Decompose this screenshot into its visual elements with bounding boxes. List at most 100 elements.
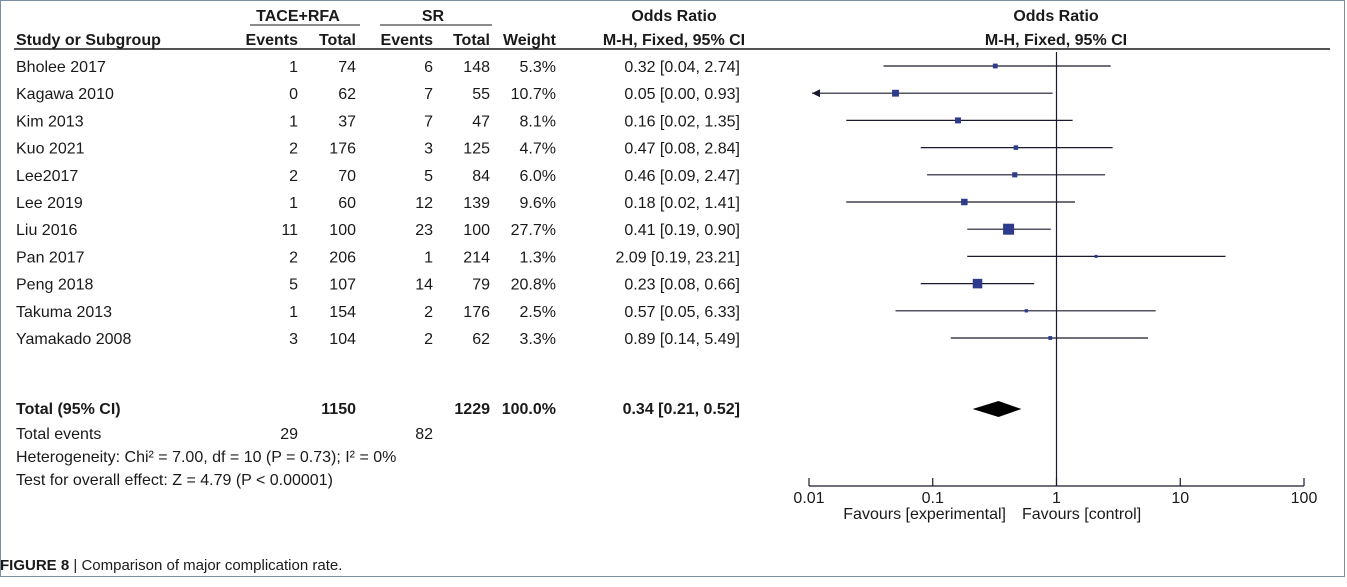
total2-cell: 214 <box>463 249 490 266</box>
study-name: Lee 2019 <box>16 195 83 212</box>
events2-cell: 7 <box>424 86 433 103</box>
events2-cell: 12 <box>415 195 433 212</box>
favours-experimental-label: Favours [experimental] <box>843 506 1006 523</box>
or-ci-cell: 0.46 [0.09, 2.47] <box>624 168 740 185</box>
total1-cell: 37 <box>338 113 356 130</box>
figure-caption: FIGURE 8 | Comparison of major complicat… <box>0 557 342 574</box>
total2-cell: 47 <box>472 113 490 130</box>
events2-cell: 7 <box>424 113 433 130</box>
events2-cell: 5 <box>424 168 433 185</box>
col-study-header: Study or Subgroup <box>16 32 161 49</box>
caption-text: Comparison of major complication rate. <box>81 557 343 574</box>
total-events2: 82 <box>415 426 433 443</box>
total-events1: 29 <box>280 426 298 443</box>
total-label: Total (95% CI) <box>16 401 121 418</box>
weight-cell: 5.3% <box>520 59 556 76</box>
or-ci-cell: 0.32 [0.04, 2.74] <box>624 59 740 76</box>
total2-cell: 62 <box>472 331 490 348</box>
pooled-diamond <box>972 401 1022 417</box>
study-name: Kagawa 2010 <box>16 86 114 103</box>
total2-value: 1229 <box>454 401 490 418</box>
events2-cell: 14 <box>415 277 433 294</box>
tick-label: 100 <box>1291 490 1318 507</box>
weight-cell: 1.3% <box>520 249 556 266</box>
col-total2-header: Total <box>453 32 490 49</box>
total2-cell: 100 <box>463 222 490 239</box>
or-method-header: M-H, Fixed, 95% CI <box>603 32 745 49</box>
total2-cell: 125 <box>463 141 490 158</box>
events1-cell: 0 <box>289 86 298 103</box>
tick-label: 0.1 <box>922 490 944 507</box>
point-estimate <box>1013 145 1019 150</box>
point-estimate <box>1048 336 1053 340</box>
or-ci-cell: 0.41 [0.19, 0.90] <box>624 222 740 239</box>
events1-cell: 3 <box>289 331 298 348</box>
total1-cell: 107 <box>329 277 356 294</box>
total2-cell: 148 <box>463 59 490 76</box>
total1-cell: 62 <box>338 86 356 103</box>
heterogeneity-text: Heterogeneity: Chi² = 7.00, df = 10 (P =… <box>16 449 396 466</box>
total2-cell: 79 <box>472 277 490 294</box>
or-header: Odds Ratio <box>631 8 717 25</box>
weight-cell: 2.5% <box>520 304 556 321</box>
tick-label: 1 <box>1052 490 1061 507</box>
or-ci-cell: 2.09 [0.19, 23.21] <box>615 249 740 266</box>
x-axis: 0.01 0.1 1 10 100 <box>793 478 1317 507</box>
or-ci-cell: 0.57 [0.05, 6.33] <box>624 304 740 321</box>
weight-cell: 8.1% <box>520 113 556 130</box>
weight-cell: 10.7% <box>511 86 556 103</box>
weight-cell: 6.0% <box>520 168 556 185</box>
events1-cell: 1 <box>289 113 298 130</box>
events1-cell: 1 <box>289 304 298 321</box>
overall-effect-text: Test for overall effect: Z = 4.79 (P < 0… <box>16 472 333 489</box>
weight-cell: 27.7% <box>511 222 556 239</box>
point-estimate <box>1012 172 1018 178</box>
caption-label: FIGURE 8 <box>0 557 70 574</box>
col-weight-header: Weight <box>503 32 557 49</box>
plot-title: Odds Ratio <box>1013 8 1099 25</box>
weight-cell: 3.3% <box>520 331 556 348</box>
col-events1-header: Events <box>246 32 299 49</box>
tick-label: 10 <box>1171 490 1189 507</box>
events1-cell: 1 <box>289 59 298 76</box>
events1-cell: 2 <box>289 141 298 158</box>
forest-marks <box>812 52 1226 486</box>
weight-cell: 4.7% <box>520 141 556 158</box>
forest-plot: TACE+RFA SR Odds Ratio Odds Ratio Study … <box>14 8 1330 523</box>
group1-header: TACE+RFA <box>256 8 340 25</box>
events2-cell: 2 <box>424 331 433 348</box>
study-rows: Bholee 2017 1 74 6 148 5.3% 0.32 [0.04, 2.74] K… <box>16 59 740 348</box>
study-name: Pan 2017 <box>16 249 85 266</box>
col-events2-header: Events <box>381 32 434 49</box>
total1-cell: 60 <box>338 195 356 212</box>
events1-cell: 11 <box>281 222 298 239</box>
col-total1-header: Total <box>319 32 356 49</box>
point-estimate <box>961 198 968 206</box>
events2-cell: 23 <box>415 222 433 239</box>
study-name: Liu 2016 <box>16 222 77 239</box>
point-estimate <box>992 63 998 69</box>
total1-cell: 154 <box>329 304 356 321</box>
total1-cell: 206 <box>329 249 356 266</box>
total-events-label: Total events <box>16 426 101 443</box>
point-estimate <box>1003 223 1015 235</box>
total2-cell: 139 <box>463 195 490 212</box>
or-ci-cell: 0.05 [0.00, 0.93] <box>624 86 740 103</box>
total1-cell: 104 <box>329 331 356 348</box>
events1-cell: 2 <box>289 249 298 266</box>
tick-label: 0.01 <box>793 490 824 507</box>
events2-cell: 2 <box>424 304 433 321</box>
point-estimate <box>1024 309 1028 313</box>
study-name: Peng 2018 <box>16 277 94 294</box>
events2-cell: 1 <box>424 249 433 266</box>
total1-cell: 74 <box>338 59 356 76</box>
events1-cell: 1 <box>289 195 298 212</box>
or-ci-cell: 0.16 [0.02, 1.35] <box>624 113 740 130</box>
events1-cell: 2 <box>289 168 298 185</box>
total2-cell: 84 <box>472 168 490 185</box>
plot-subtitle: M-H, Fixed, 95% CI <box>985 32 1127 49</box>
total2-cell: 55 <box>472 86 490 103</box>
ci-arrow <box>812 89 820 98</box>
group2-header: SR <box>422 8 445 25</box>
point-estimate <box>1094 254 1098 258</box>
